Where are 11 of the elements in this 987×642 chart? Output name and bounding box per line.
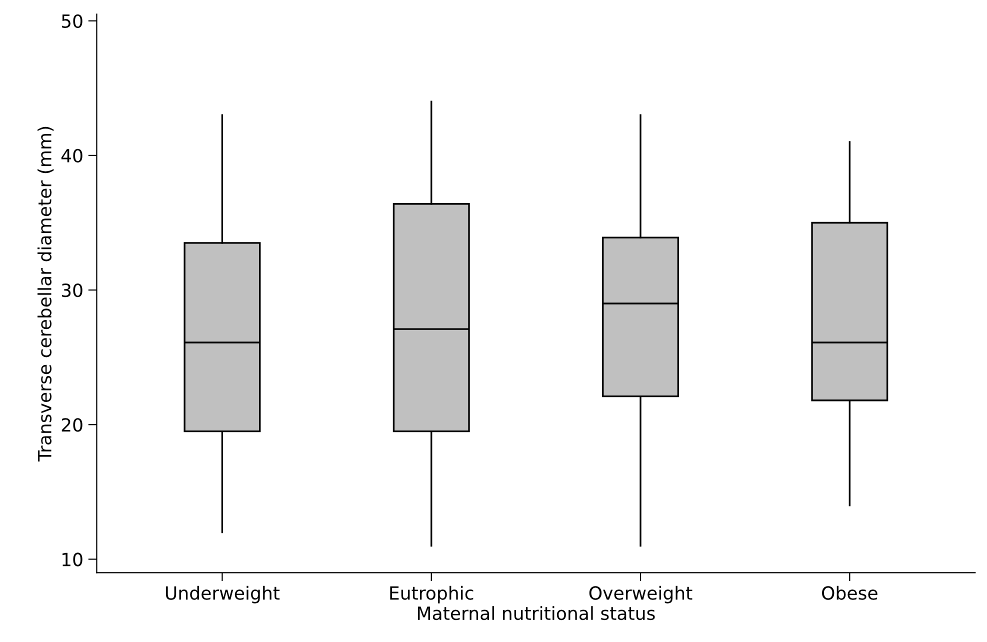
x-axis-title: Maternal nutritional status <box>418 606 655 620</box>
x-tick-label: Obese <box>822 586 878 600</box>
y-tick-label: 10 <box>62 552 82 566</box>
y-tick-label: 50 <box>62 14 82 28</box>
x-tick-label: Underweight <box>166 586 280 604</box>
y-tick-label: 20 <box>62 418 82 432</box>
x-tick-label: Overweight <box>589 586 692 604</box>
y-axis-title: Transverse cerebellar diameter (mm) <box>38 126 54 462</box>
y-tick-label: 40 <box>61 148 82 163</box>
y-tick-label: 30 <box>62 283 82 298</box>
x-tick-label: Eutrophic <box>390 586 474 604</box>
